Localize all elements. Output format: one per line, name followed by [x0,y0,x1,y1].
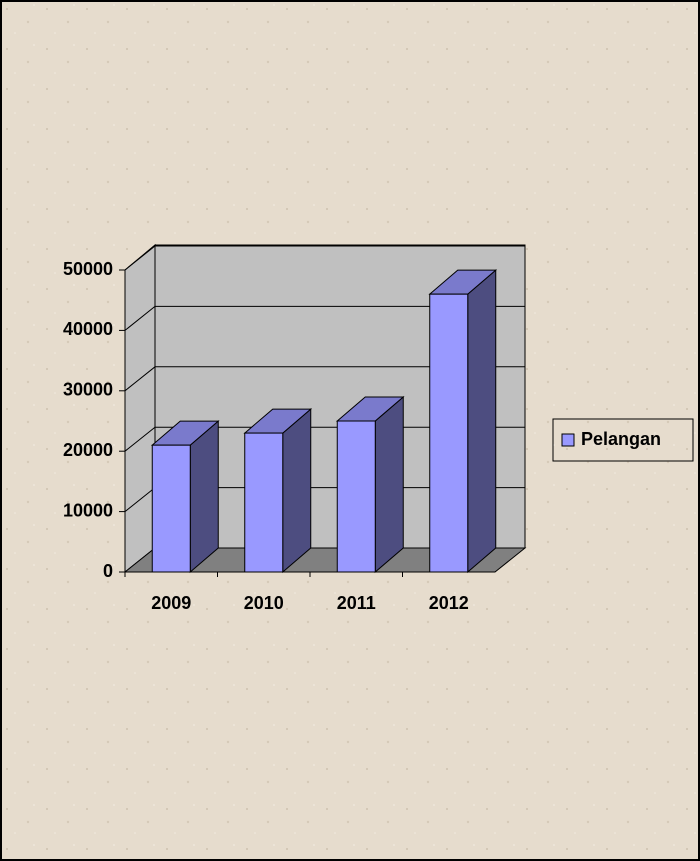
x-tick-label: 2012 [429,593,469,613]
bar [336,420,376,573]
side-wall [124,243,156,574]
bar-side [467,269,497,574]
y-tick-label: 20000 [63,440,113,460]
x-tick-label: 2009 [151,593,191,613]
bar [151,444,191,573]
bar [429,293,469,573]
grid-line [124,245,525,271]
y-tick-label: 30000 [63,380,113,400]
y-tick-label: 40000 [63,319,113,339]
legend [552,418,694,462]
legend-marker [561,433,575,447]
legend-label: Pelangan [581,429,661,449]
bar-side [374,395,404,574]
y-tick-label: 10000 [63,500,113,520]
bar [244,432,284,573]
plot [124,245,525,574]
grid-line [124,366,525,392]
x-tick-label: 2010 [244,593,284,613]
y-tick-label: 0 [103,561,113,581]
bar-side [282,407,312,574]
grid-line [124,305,525,331]
bar-side [189,420,219,574]
y-tick-label: 50000 [63,259,113,279]
x-tick-label: 2011 [337,593,376,613]
